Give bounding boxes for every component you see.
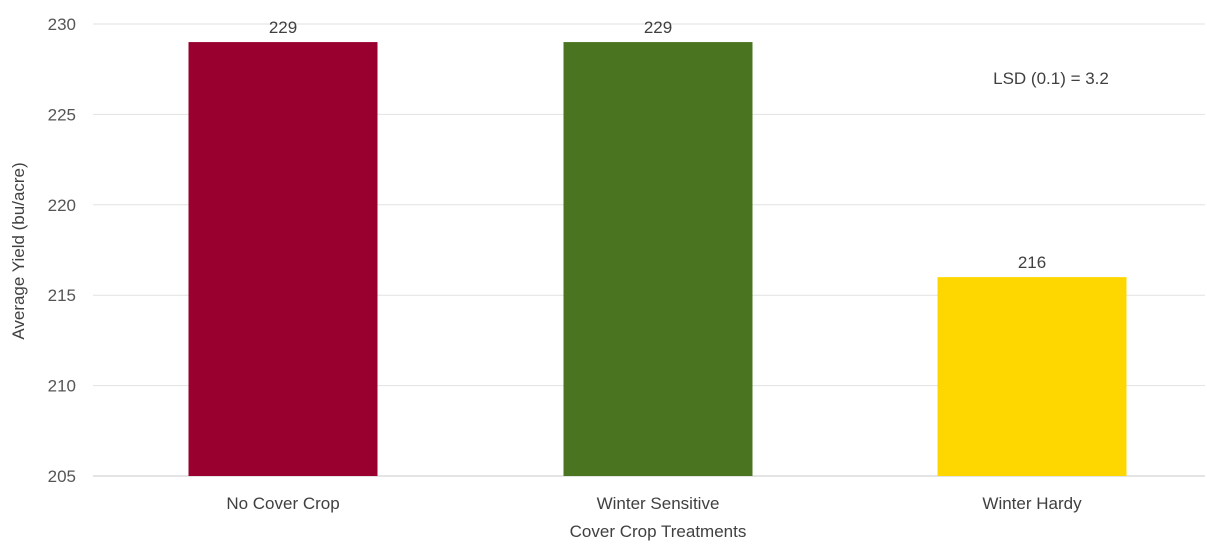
y-tick-label: 230 [48,15,76,34]
x-axis-title: Cover Crop Treatments [570,522,747,541]
y-tick-label: 210 [48,377,76,396]
bar [937,277,1127,476]
data-label: 216 [1018,253,1046,272]
x-category-label: Winter Hardy [982,494,1082,513]
data-labels: 229 229 216 [269,18,1046,272]
y-axis-title: Average Yield (bu/acre) [9,162,28,339]
bars [188,42,1127,476]
bar [188,42,378,476]
y-tick-label: 225 [48,105,76,124]
y-tick-label: 215 [48,286,76,305]
y-tick-label: 205 [48,467,76,486]
lsd-annotation: LSD (0.1) = 3.2 [993,69,1109,88]
data-label: 229 [269,18,297,37]
x-category-label: Winter Sensitive [597,494,720,513]
x-axis-categories: No Cover Crop Winter Sensitive Winter Hard… [226,494,1082,513]
x-category-label: No Cover Crop [226,494,339,513]
bar [563,42,753,476]
y-tick-label: 220 [48,196,76,215]
data-label: 229 [644,18,672,37]
y-axis-ticks: 205 210 215 220 225 230 [48,15,76,486]
